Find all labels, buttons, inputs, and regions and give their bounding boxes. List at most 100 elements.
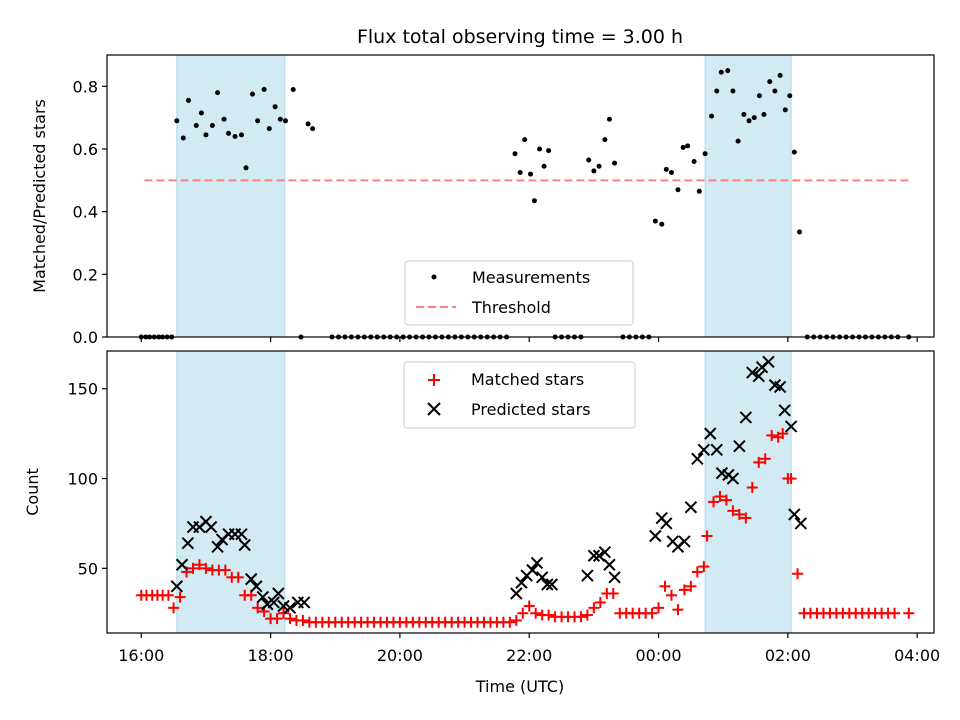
measurement-point (277, 116, 283, 122)
measurement-point (680, 144, 686, 150)
predicted-star-stroke (649, 529, 662, 543)
predicted-star-point (778, 404, 791, 417)
matched-star-point (219, 564, 231, 576)
predicted-star-point (592, 549, 606, 562)
matched-star-point (727, 505, 739, 517)
measurement-point (777, 72, 783, 78)
y-tick-label: 0.0 (73, 328, 98, 347)
predicted-star-stroke (170, 580, 184, 593)
legend-matched-label: Matched stars (471, 370, 584, 389)
x-axis-label: Time (UTC) (475, 677, 564, 696)
predicted-star-stroke (267, 596, 281, 609)
predicted-star-point (788, 508, 801, 521)
observing-window-0 (176, 54, 286, 338)
predicted-star-point (660, 517, 673, 530)
predicted-star-point (530, 556, 544, 570)
measurement-point (596, 163, 602, 169)
matched-star-point (678, 584, 690, 596)
predicted-star-stroke (678, 535, 691, 548)
measurement-point (243, 165, 249, 171)
predicted-star-point (211, 540, 224, 553)
matched-star-point (646, 607, 658, 619)
measurement-point (221, 116, 227, 122)
measurement-point (226, 130, 232, 136)
predicted-star-stroke (592, 549, 606, 562)
y-tick-label: 0.6 (73, 140, 98, 159)
predicted-star-point (684, 501, 698, 514)
predicted-star-stroke (510, 587, 523, 600)
matched-star-point (271, 613, 283, 625)
measurement-point (718, 69, 724, 75)
matched-star-point (766, 429, 778, 441)
predicted-star-stroke (581, 569, 594, 582)
predicted-star-point (181, 536, 195, 550)
measurement-point (730, 88, 736, 94)
matched-star-point (510, 614, 522, 626)
matched-star-point (174, 591, 186, 603)
ratio-legend: Measurements Threshold (404, 260, 634, 326)
predicted-star-stroke (684, 501, 698, 514)
predicted-star-point (283, 601, 297, 615)
predicted-star-stroke (704, 427, 717, 440)
matched-star-point (740, 512, 752, 524)
count-panel-frame (106, 350, 935, 634)
count-panel: 50 100 150 16:00 18:00 20:00 22:00 00:00 02:00 0… (23, 350, 940, 696)
matched-star-point (746, 482, 758, 494)
predicted-star-point (535, 571, 549, 584)
measurement-point (791, 149, 797, 155)
predicted-star-stroke (587, 549, 601, 562)
predicted-star-stroke (211, 540, 224, 553)
predicted-star-stroke (530, 556, 544, 570)
matched-star-point (517, 607, 529, 619)
ratio-legend-box (404, 260, 634, 326)
chart-title: Flux total observing time = 3.00 h (357, 26, 683, 48)
measurement-point (685, 143, 691, 149)
legend-measurements-label: Measurements (472, 268, 590, 287)
measurement-point (772, 88, 778, 94)
predicted-star-point (510, 587, 523, 600)
predicted-star-point (746, 366, 759, 379)
predicted-star-point (678, 535, 691, 548)
measurement-point (180, 135, 186, 141)
predicted-star-stroke (175, 558, 189, 571)
predicted-star-stroke (541, 578, 554, 591)
x-tick-label: 02:00 (765, 646, 811, 665)
predicted-star-point (238, 538, 251, 552)
measurement-point (249, 91, 255, 97)
measurement-point (767, 79, 773, 85)
matched-star-point (588, 602, 600, 614)
x-tick-label: 18:00 (248, 646, 294, 665)
matched-star-point (733, 508, 745, 520)
measurement-point (531, 198, 537, 204)
measurement-point (659, 221, 665, 227)
predicted-star-stroke (535, 571, 549, 584)
measurement-point (696, 188, 702, 194)
matched-star-point (575, 611, 587, 623)
matched-star-point (504, 616, 516, 628)
measurement-point (174, 118, 180, 124)
predicted-star-point (515, 576, 528, 589)
predicted-star-stroke (762, 355, 775, 368)
predicted-star-stroke (794, 517, 808, 530)
measurement-point (751, 115, 757, 121)
x-tick-label: 00:00 (635, 646, 681, 665)
measurement-point (193, 123, 199, 128)
measurement-point (691, 159, 697, 165)
observing-window-1 (704, 54, 792, 338)
measurement-point (185, 97, 191, 103)
measurement-point (255, 118, 261, 124)
count-legend: Matched stars Predicted stars (403, 361, 636, 429)
x-tick-label: 22:00 (506, 646, 552, 665)
legend-threshold-label: Threshold (471, 298, 551, 317)
matched-star-point (785, 473, 797, 485)
predicted-star-stroke (788, 508, 801, 521)
measurement-point (761, 112, 767, 118)
predicted-star-stroke (250, 580, 263, 593)
predicted-star-point (170, 580, 184, 593)
predicted-star-stroke (691, 452, 704, 465)
legend-matched-marker (428, 374, 440, 386)
matched-star-point (701, 530, 713, 542)
predicted-star-point (752, 369, 765, 383)
matched-star-point (753, 456, 765, 468)
predicted-star-stroke (256, 590, 270, 604)
